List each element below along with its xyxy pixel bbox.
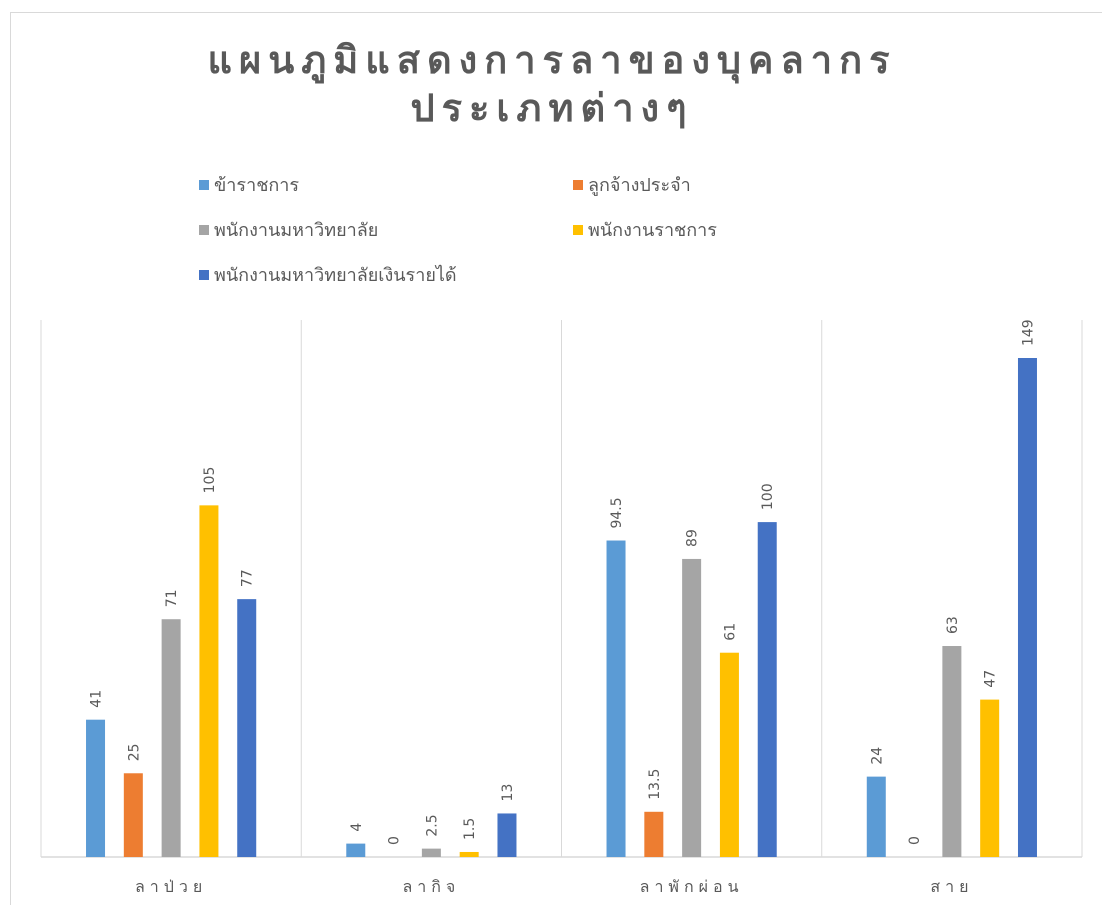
- bar: [719, 652, 739, 857]
- chart-frame: [10, 12, 1102, 905]
- bar: [644, 811, 664, 857]
- chart-title-line-1: แผนภูมิแสดงการลาของบุคลากร: [207, 38, 897, 82]
- x-tick-label: ลาพักผ่อน: [640, 877, 744, 896]
- bar: [1017, 358, 1037, 857]
- legend-label: พนักงานมหาวิทยาลัย: [214, 220, 379, 241]
- legend-label: ลูกจ้างประจำ: [588, 175, 691, 196]
- data-label: 47: [983, 670, 999, 688]
- legend-swatch-icon: [199, 224, 209, 235]
- bar: [237, 599, 257, 857]
- data-label: 0: [907, 836, 923, 845]
- data-label: 25: [126, 743, 142, 761]
- bar: [682, 558, 702, 857]
- bar: [86, 719, 106, 857]
- data-label: 1.5: [462, 818, 478, 840]
- data-label: 149: [1020, 319, 1036, 346]
- legend-item-series-1: ข้าราชการ: [199, 170, 299, 199]
- chart-title: แผนภูมิแสดงการลาของบุคลากร ประเภทต่างๆ: [0, 36, 1104, 132]
- bar: [459, 851, 479, 857]
- data-label: 100: [760, 483, 776, 510]
- data-label: 2.5: [424, 814, 440, 836]
- x-tick-label: ลากิจ: [402, 877, 460, 896]
- legend-item-series-2: ลูกจ้างประจำ: [573, 170, 691, 199]
- data-label: 41: [89, 690, 105, 708]
- bar: [123, 773, 143, 857]
- data-label: 105: [202, 467, 218, 494]
- bar: [980, 699, 1000, 857]
- legend-item-series-5: พนักงานมหาวิทยาลัยเงินรายได้: [199, 260, 457, 289]
- data-label: 77: [240, 569, 256, 587]
- bar: [942, 646, 962, 857]
- legend-label: พนักงานมหาวิทยาลัยเงินรายได้: [214, 265, 457, 286]
- legend-swatch-icon: [573, 179, 583, 190]
- data-label: 61: [722, 623, 738, 641]
- legend-item-series-3: พนักงานมหาวิทยาลัย: [199, 215, 378, 244]
- x-tick-label: สาย: [930, 877, 973, 896]
- legend-item-series-4: พนักงานราชการ: [573, 215, 717, 244]
- bar: [757, 522, 777, 857]
- data-label: 89: [685, 529, 701, 547]
- x-tick-label: ลาป่วย: [135, 877, 207, 896]
- legend-swatch-icon: [573, 224, 583, 235]
- data-label: 0: [387, 836, 403, 845]
- bar: [497, 813, 517, 857]
- legend-label: พนักงานราชการ: [588, 220, 717, 241]
- bar: [421, 848, 441, 857]
- chart-title-line-2: ประเภทต่างๆ: [410, 86, 694, 130]
- bar: [866, 776, 886, 857]
- data-label: 4: [349, 823, 365, 832]
- data-label: 13.5: [647, 769, 663, 800]
- data-label: 24: [869, 747, 885, 765]
- data-label: 71: [164, 589, 180, 607]
- legend-swatch-icon: [199, 269, 209, 280]
- data-label: 94.5: [609, 497, 625, 528]
- bar: [346, 843, 366, 857]
- data-label: 13: [500, 784, 516, 802]
- legend-swatch-icon: [199, 179, 209, 190]
- bar: [606, 540, 626, 857]
- bar: [161, 619, 181, 857]
- legend-label: ข้าราชการ: [214, 175, 300, 196]
- bar: [199, 505, 219, 857]
- data-label: 63: [945, 616, 961, 634]
